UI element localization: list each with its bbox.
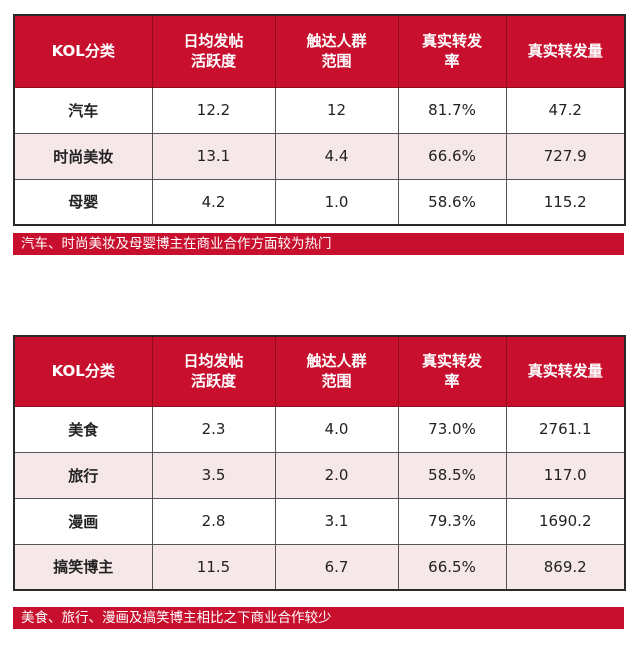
- table-row: 漫画 2.8 3.1 79.3% 1690.2: [13, 497, 626, 545]
- cell-activity: 4.2: [151, 178, 276, 226]
- header-category: KOL分类: [13, 14, 153, 88]
- cell-reach: 3.1: [274, 497, 399, 545]
- cell-repost-rate: 79.3%: [397, 497, 507, 545]
- cell-activity: 12.2: [151, 86, 276, 134]
- cell-activity: 2.3: [151, 405, 276, 453]
- cell-category: 时尚美妆: [13, 132, 153, 180]
- table-header-row: KOL分类 日均发帖 活跃度 触达人群 范围 真实转发 率 真实转发量: [13, 14, 626, 88]
- header-category: KOL分类: [13, 335, 153, 407]
- table-row: 旅行 3.5 2.0 58.5% 117.0: [13, 451, 626, 499]
- cell-repost-volume: 2761.1: [505, 405, 626, 453]
- cell-category: 汽车: [13, 86, 153, 134]
- cell-reach: 12: [274, 86, 399, 134]
- cell-activity: 3.5: [151, 451, 276, 499]
- header-repost-volume: 真实转发量: [505, 14, 626, 88]
- cell-repost-volume: 727.9: [505, 132, 626, 180]
- table-caption-popular: 汽车、时尚美妆及母婴博主在商业合作方面较为热门: [13, 233, 624, 255]
- cell-reach: 1.0: [274, 178, 399, 226]
- cell-repost-rate: 66.5%: [397, 543, 507, 591]
- cell-repost-volume: 117.0: [505, 451, 626, 499]
- header-activity: 日均发帖 活跃度: [151, 335, 276, 407]
- header-reach: 触达人群 范围: [274, 335, 399, 407]
- cell-repost-volume: 869.2: [505, 543, 626, 591]
- cell-activity: 13.1: [151, 132, 276, 180]
- cell-reach: 4.0: [274, 405, 399, 453]
- table-row: 美食 2.3 4.0 73.0% 2761.1: [13, 405, 626, 453]
- cell-category: 美食: [13, 405, 153, 453]
- cell-repost-rate: 58.5%: [397, 451, 507, 499]
- table-header-row: KOL分类 日均发帖 活跃度 触达人群 范围 真实转发 率 真实转发量: [13, 335, 626, 407]
- cell-reach: 2.0: [274, 451, 399, 499]
- header-reach: 触达人群 范围: [274, 14, 399, 88]
- header-repost-rate: 真实转发 率: [397, 335, 507, 407]
- header-activity: 日均发帖 活跃度: [151, 14, 276, 88]
- cell-repost-volume: 1690.2: [505, 497, 626, 545]
- cell-reach: 4.4: [274, 132, 399, 180]
- cell-category: 母婴: [13, 178, 153, 226]
- table-row: 时尚美妆 13.1 4.4 66.6% 727.9: [13, 132, 626, 180]
- table-row: 汽车 12.2 12 81.7% 47.2: [13, 86, 626, 134]
- table-row: 母婴 4.2 1.0 58.6% 115.2: [13, 178, 626, 226]
- cell-repost-volume: 115.2: [505, 178, 626, 226]
- cell-reach: 6.7: [274, 543, 399, 591]
- cell-activity: 2.8: [151, 497, 276, 545]
- cell-category: 旅行: [13, 451, 153, 499]
- cell-category: 漫画: [13, 497, 153, 545]
- cell-activity: 11.5: [151, 543, 276, 591]
- kol-table-popular: KOL分类 日均发帖 活跃度 触达人群 范围 真实转发 率 真实转发量 汽车 1…: [13, 14, 626, 226]
- kol-table-less-popular: KOL分类 日均发帖 活跃度 触达人群 范围 真实转发 率 真实转发量 美食 2…: [13, 335, 626, 591]
- cell-repost-rate: 81.7%: [397, 86, 507, 134]
- cell-category: 搞笑博主: [13, 543, 153, 591]
- cell-repost-rate: 58.6%: [397, 178, 507, 226]
- cell-repost-rate: 73.0%: [397, 405, 507, 453]
- table-row: 搞笑博主 11.5 6.7 66.5% 869.2: [13, 543, 626, 591]
- cell-repost-rate: 66.6%: [397, 132, 507, 180]
- header-repost-rate: 真实转发 率: [397, 14, 507, 88]
- cell-repost-volume: 47.2: [505, 86, 626, 134]
- table-caption-less-popular: 美食、旅行、漫画及搞笑博主相比之下商业合作较少: [13, 607, 624, 629]
- header-repost-volume: 真实转发量: [505, 335, 626, 407]
